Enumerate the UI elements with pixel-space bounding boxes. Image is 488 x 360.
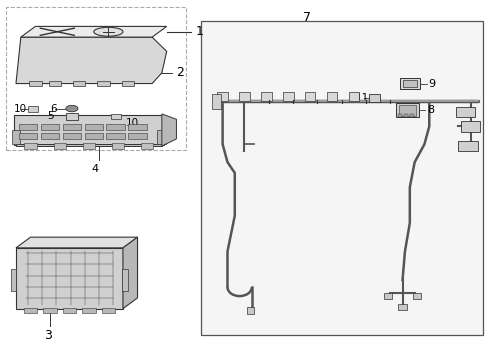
Bar [41,133,59,139]
Bar [82,143,95,149]
Bar [29,81,41,86]
Bar [348,91,359,100]
Text: 11: 11 [355,93,368,103]
Text: 3: 3 [44,329,52,342]
Bar [455,107,474,117]
Bar [403,114,407,117]
Bar [82,308,96,313]
Bar [128,124,146,130]
Bar [14,115,164,145]
Polygon shape [162,114,176,146]
Polygon shape [21,26,166,37]
Bar [111,114,120,119]
Bar [66,113,78,120]
Bar [102,308,115,313]
Bar [399,78,419,89]
Bar [398,105,415,116]
Bar [84,133,103,139]
Bar [402,80,416,87]
Text: 4: 4 [91,164,98,174]
Bar [106,133,124,139]
Bar [304,91,315,100]
Bar [19,133,37,139]
Bar [397,303,406,310]
Text: 5: 5 [47,111,54,121]
Bar [28,106,38,112]
Bar [24,308,37,313]
Bar [41,124,59,130]
Text: 10: 10 [125,118,138,128]
Bar [283,91,293,100]
Bar [122,81,134,86]
Bar [246,307,254,314]
Bar [201,21,482,336]
Bar [141,143,153,149]
Bar [62,124,81,130]
Bar [73,81,85,86]
Bar [106,124,124,130]
Bar [397,114,401,117]
Bar [239,91,249,100]
Polygon shape [122,237,137,309]
Bar [217,91,227,100]
Bar [24,143,37,149]
Bar [19,124,37,130]
Bar [62,308,76,313]
Bar [6,7,186,150]
Text: 10: 10 [14,104,27,113]
Bar [395,103,418,117]
Bar [97,81,109,86]
Bar [112,143,124,149]
Bar [12,130,20,144]
Polygon shape [16,237,137,248]
Bar [11,269,17,291]
Polygon shape [16,37,166,84]
Bar [458,141,477,152]
Bar [122,269,128,291]
Bar [383,293,391,299]
Bar [62,133,81,139]
Ellipse shape [66,105,78,112]
Bar [49,81,61,86]
Text: 7: 7 [302,11,310,24]
Polygon shape [16,144,162,146]
Text: 9: 9 [427,78,434,89]
Bar [54,143,66,149]
Polygon shape [16,248,122,309]
Text: 2: 2 [176,66,184,79]
Text: 6: 6 [50,104,57,113]
Bar [369,94,379,102]
Bar [212,94,221,109]
Bar [460,121,479,132]
Ellipse shape [94,27,122,36]
Bar [261,91,271,100]
Bar [409,114,413,117]
Text: 8: 8 [426,105,433,115]
Bar [128,133,146,139]
Text: 1: 1 [196,25,203,38]
Bar [326,91,337,100]
Bar [157,130,166,144]
Bar [84,124,103,130]
Bar [43,308,57,313]
Bar [412,293,421,299]
